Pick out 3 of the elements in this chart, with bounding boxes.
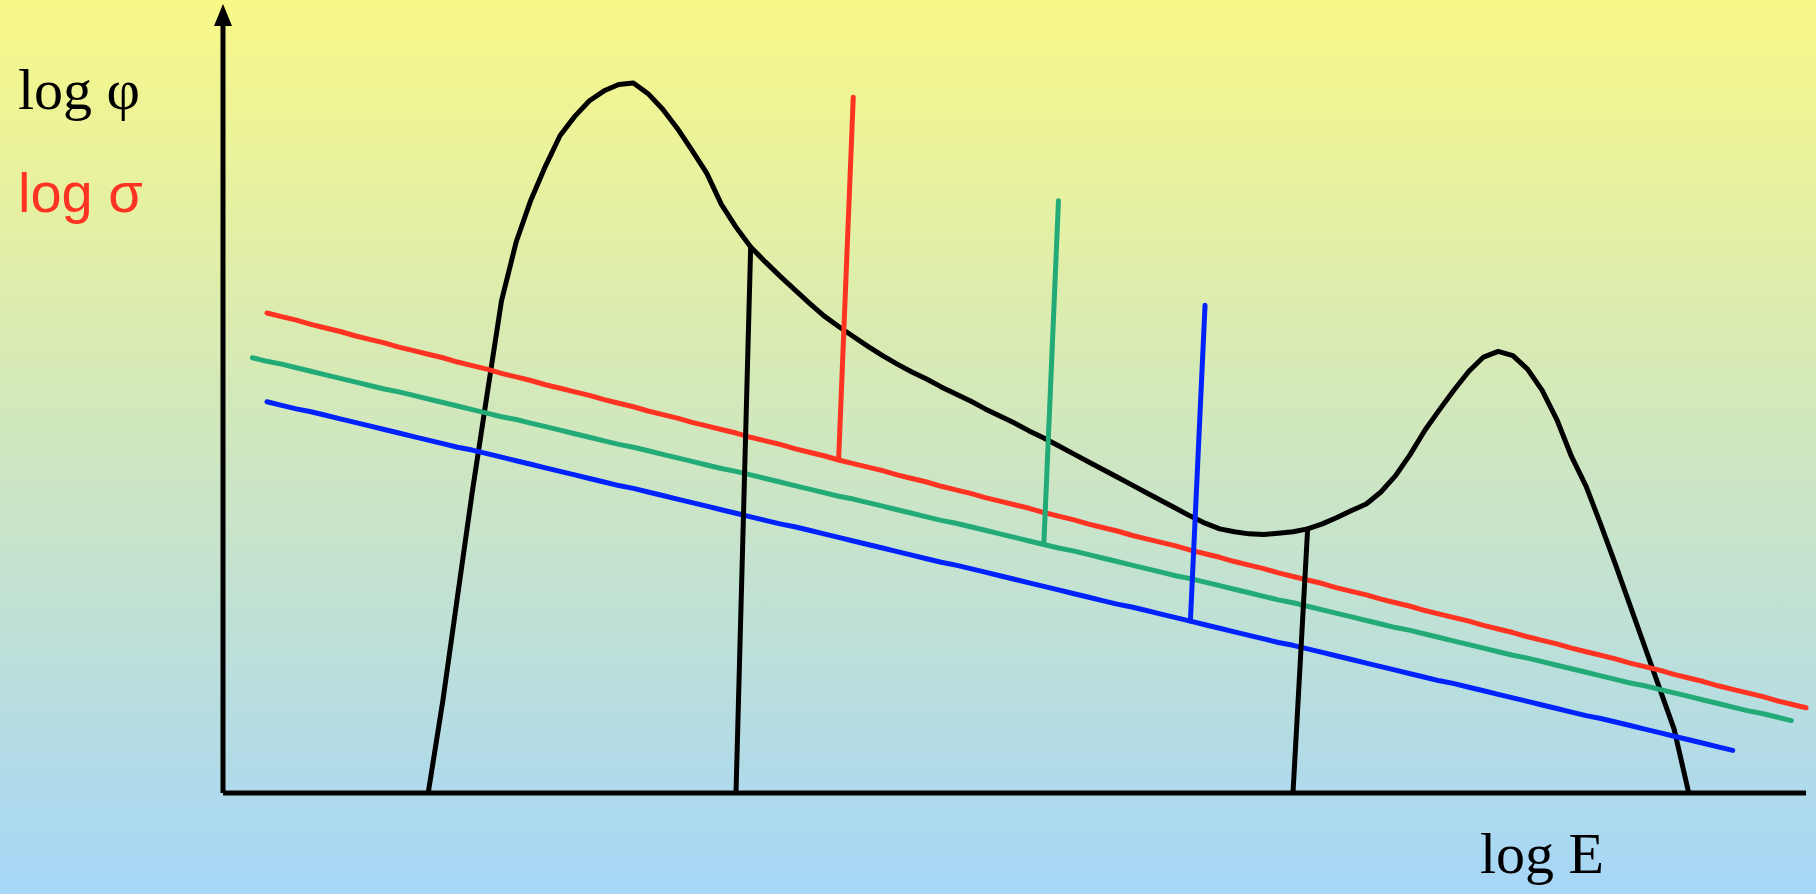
y-axis-title: log φ <box>18 56 141 123</box>
text: log σ <box>18 160 143 225</box>
x-axis-title: log E <box>1480 820 1605 887</box>
